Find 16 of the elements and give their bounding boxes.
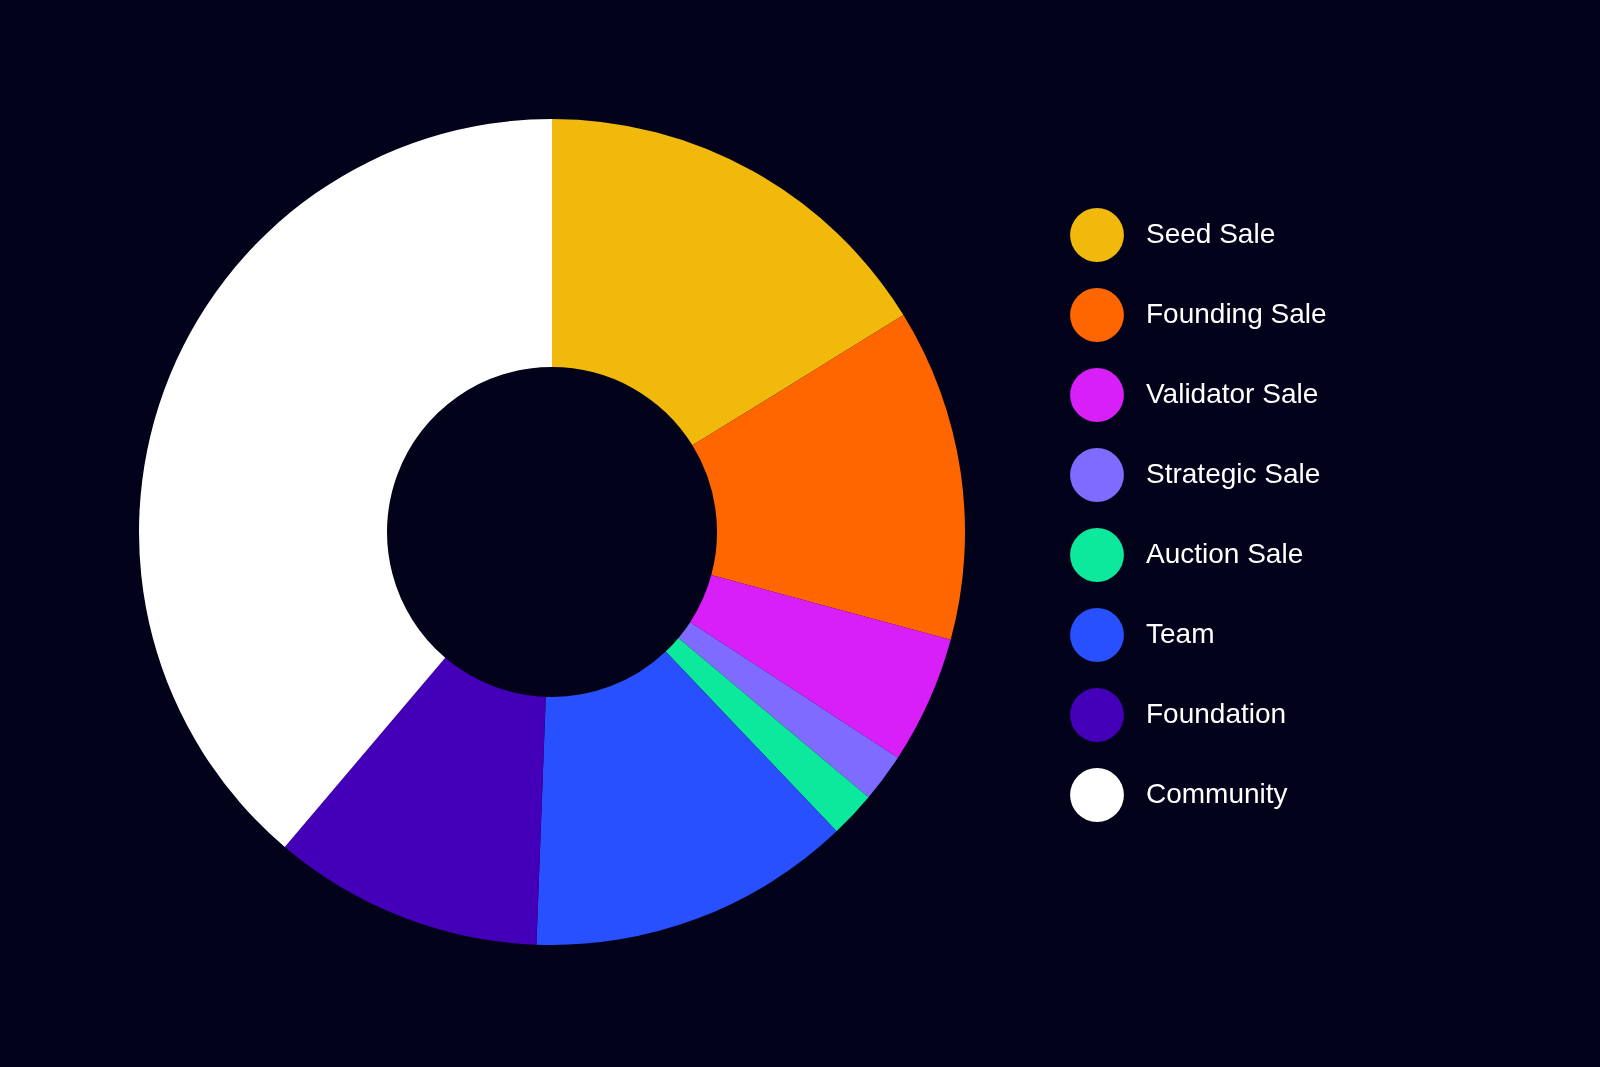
donut-slice: [690, 575, 951, 758]
donut-slice: [692, 315, 965, 640]
legend-label: Community: [1146, 778, 1288, 809]
legend-label: Team: [1146, 618, 1215, 649]
legend-label: Strategic Sale: [1146, 458, 1321, 489]
legend-label: Seed Sale: [1146, 218, 1276, 249]
legend-label: Foundation: [1146, 698, 1287, 729]
donut-slice: [536, 651, 837, 945]
legend-label: Founding Sale: [1146, 298, 1327, 329]
legend-label: Validator Sale: [1146, 378, 1319, 409]
donut-slice: [139, 119, 552, 847]
legend-label: Auction Sale: [1146, 538, 1304, 569]
donut-slice: [678, 622, 898, 798]
donut-slice: [284, 657, 546, 945]
donut-slice: [665, 637, 869, 832]
donut-slice: [552, 119, 904, 446]
